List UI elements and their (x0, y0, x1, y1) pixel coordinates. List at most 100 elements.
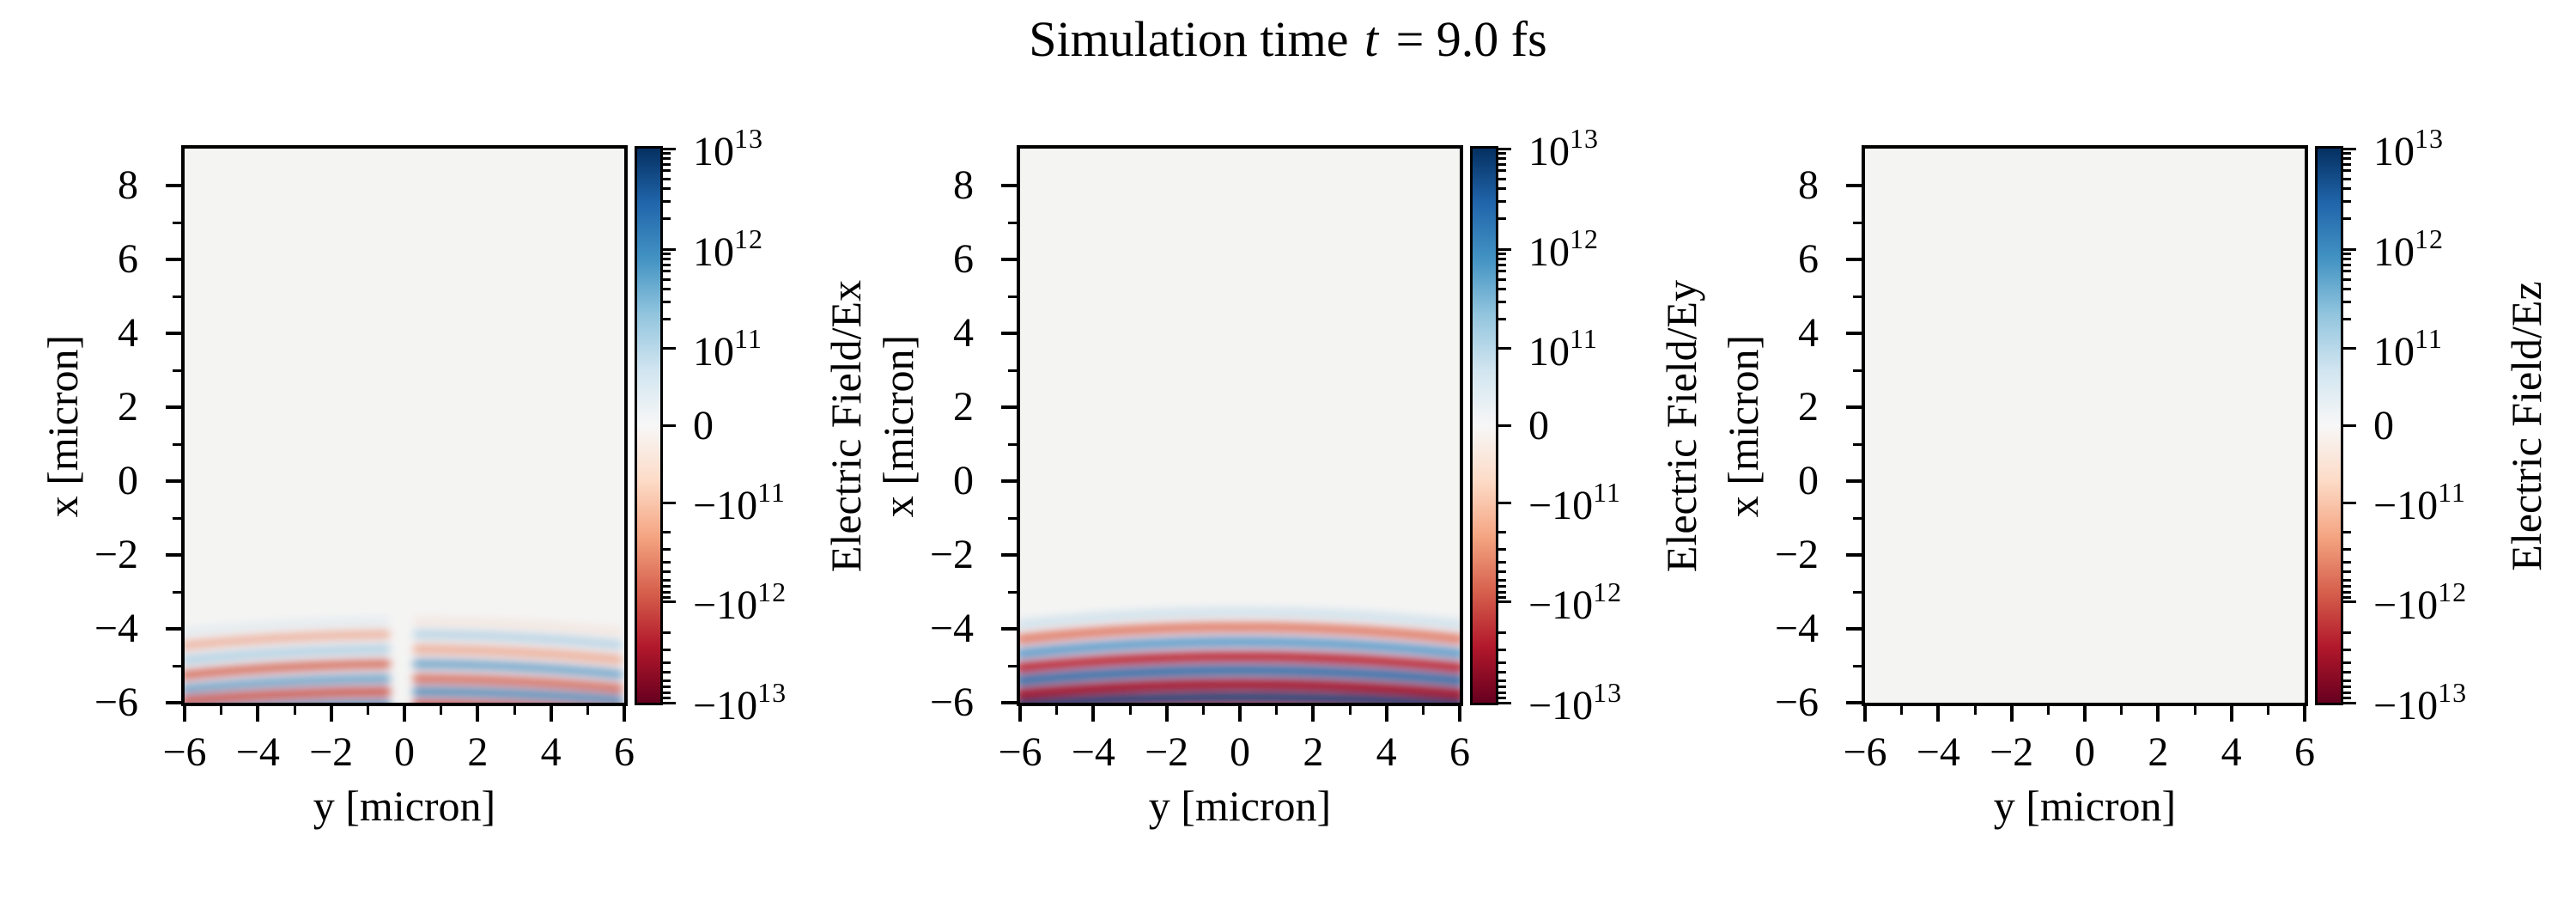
colorbar-minor-tick (663, 596, 671, 600)
colorbar-minor-tick (1498, 570, 1506, 574)
colorbar-tick-label: 1012 (2373, 223, 2444, 275)
colorbar-minor-tick (1498, 252, 1506, 255)
colorbar-minor-tick (1498, 596, 1506, 600)
colorbar-minor-tick (663, 548, 671, 552)
x-major-tick (403, 706, 406, 722)
x-tick-label: −2 (309, 729, 354, 775)
colorbar-minor-tick (2343, 270, 2351, 273)
wave-band (412, 630, 623, 649)
colorbar-minor-tick (663, 156, 671, 160)
y-tick-label: 6 (953, 236, 974, 282)
x-major-tick (2083, 706, 2087, 722)
wave-bands (185, 617, 624, 703)
y-tick-label: −6 (94, 680, 138, 725)
y-major-tick (166, 332, 181, 335)
x-major-tick (1458, 706, 1461, 722)
colorbar-minor-tick (2343, 570, 2351, 574)
colorbar-ez (2315, 146, 2343, 705)
colorbar-major-tick (663, 501, 676, 504)
colorbar-minor-tick (663, 270, 671, 273)
colorbar-minor-tick (2343, 585, 2351, 588)
colorbar-tick-label: −1011 (693, 477, 786, 529)
x-tick-label: 0 (394, 729, 415, 775)
x-tick-label: 2 (1303, 729, 1324, 775)
wave-band (185, 686, 392, 703)
wave-band (185, 630, 391, 650)
colorbar-minor-tick (663, 217, 671, 221)
y-minor-tick (1008, 590, 1017, 594)
colorbar-major-tick (2343, 147, 2356, 150)
colorbar-tick-label: 0 (693, 402, 714, 448)
x-tick-label: 4 (2221, 729, 2242, 775)
wave-band (1020, 650, 1460, 673)
colorbar-minor-tick (663, 692, 671, 695)
colorbar-tick-label: 0 (2373, 402, 2394, 448)
colorbar-minor-tick (663, 649, 671, 652)
x-minor-tick (1421, 706, 1425, 715)
colorbar-minor-tick (2343, 530, 2351, 533)
x-minor-tick (1973, 706, 1977, 715)
wave-band (412, 659, 624, 680)
wave-band (1020, 622, 1460, 644)
colorbar-minor-tick (2343, 548, 2351, 552)
x-tick-label: −2 (1990, 729, 2034, 775)
colorbar-major-tick (1498, 247, 1511, 251)
colorbar-minor-tick (2343, 560, 2351, 564)
y-minor-tick (173, 369, 181, 372)
y-tick-label: 2 (1798, 384, 1819, 430)
heatmap-axes-ez (1862, 145, 2308, 706)
x-minor-tick (366, 706, 369, 715)
x-minor-tick (293, 706, 296, 715)
x-tick-label: −6 (1843, 729, 1887, 775)
title-prefix: Simulation time (1029, 11, 1361, 67)
wave-band (1020, 607, 1460, 630)
y-tick-label: 0 (1798, 458, 1819, 503)
colorbar-minor-tick (663, 578, 671, 582)
colorbar-minor-tick (1498, 661, 1506, 664)
x-major-tick (1384, 706, 1388, 722)
colorbar-minor-tick (2343, 697, 2351, 700)
y-minor-tick (1853, 221, 1862, 224)
colorbar-minor-tick (2343, 578, 2351, 582)
y-minor-tick (1008, 295, 1017, 298)
colorbar-minor-tick (1498, 631, 1506, 634)
wave-band (1020, 664, 1460, 686)
x-minor-tick (220, 706, 223, 715)
colorbar-major-tick (663, 247, 676, 251)
x-tick-label: 6 (614, 729, 635, 775)
x-major-tick (476, 706, 480, 722)
colorbar-minor-tick (1498, 649, 1506, 652)
colorbar-minor-tick (1498, 686, 1506, 689)
colorbar-minor-tick (1498, 187, 1506, 191)
colorbar-minor-tick (2343, 591, 2351, 594)
y-tick-label: 6 (1798, 236, 1819, 282)
x-tick-label: 4 (540, 729, 562, 775)
y-minor-tick (1853, 664, 1862, 667)
x-tick-label: 0 (2075, 729, 2095, 775)
colorbar-minor-tick (1498, 591, 1506, 594)
x-tick-label: −4 (1071, 729, 1115, 775)
x-major-tick (256, 706, 260, 722)
y-major-tick (1001, 258, 1017, 261)
colorbar-major-tick (1498, 701, 1511, 704)
y-major-tick (1001, 479, 1017, 483)
wave-bands (1020, 607, 1460, 703)
colorbar-minor-tick (663, 288, 671, 291)
y-tick-label: −2 (929, 532, 974, 577)
y-major-tick (1001, 184, 1017, 187)
y-minor-tick (173, 295, 181, 298)
wave-band (1020, 692, 1460, 703)
colorbar-minor-tick (1498, 560, 1506, 564)
colorbar-tick-label: 0 (1528, 402, 1549, 448)
x-minor-tick (2266, 706, 2269, 715)
x-tick-label: −6 (162, 729, 207, 775)
colorbar-minor-tick (663, 686, 671, 689)
x-tick-label: 6 (2294, 729, 2315, 775)
colorbar-minor-tick (2343, 177, 2351, 180)
y-major-tick (1001, 553, 1017, 557)
colorbar-major-tick (663, 600, 676, 604)
colorbar-minor-tick (663, 169, 671, 173)
x-tick-label: 0 (1230, 729, 1250, 775)
colorbar-minor-tick (1498, 270, 1506, 273)
y-major-tick (1846, 258, 1862, 261)
